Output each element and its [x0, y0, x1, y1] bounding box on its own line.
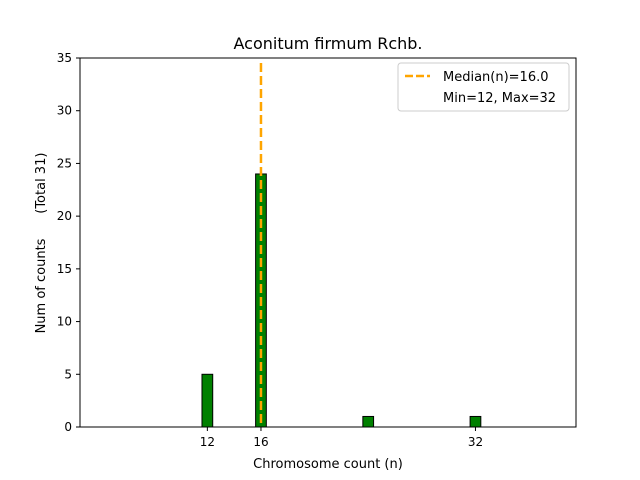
x-tick-label-16: 16: [253, 435, 268, 449]
axes-group: 0 5 10 15 20 25 30 35 12 16 32: [57, 51, 577, 449]
bar-32: [469, 415, 482, 428]
chart-title: Aconitum firmum Rchb.: [234, 34, 423, 53]
legend-entry-median: Median(n)=16.0: [443, 70, 549, 85]
x-tick-label-12: 12: [200, 435, 215, 449]
y-tick-label-15: 15: [57, 262, 72, 276]
y-tick-label-35: 35: [57, 51, 72, 65]
legend-box: [397, 62, 570, 112]
plot-frame: [79, 57, 577, 428]
y-tick-label-5: 5: [64, 367, 72, 381]
bar-24: [362, 415, 375, 428]
y-tick-label-25: 25: [57, 156, 72, 170]
legend-entry-minmax: Min=12, Max=32: [443, 91, 556, 106]
bars-group: [175, 173, 524, 428]
y-tick-label-20: 20: [57, 209, 72, 223]
x-axis-label: Chromosome count (n): [253, 457, 403, 472]
y-tick-label-0: 0: [64, 420, 72, 434]
x-tick-label-32: 32: [468, 435, 483, 449]
y-axis-label: Num of counts (Total 31): [34, 153, 49, 334]
y-tick-label-30: 30: [57, 104, 72, 118]
legend: Median(n)=16.0 Min=12, Max=32: [397, 62, 570, 112]
bar-12: [201, 373, 214, 428]
y-tick-label-10: 10: [57, 315, 72, 329]
